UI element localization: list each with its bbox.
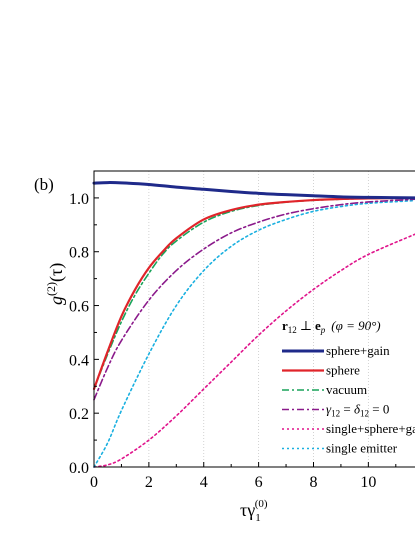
series-line-single-emitter [93, 199, 415, 468]
y-tick-label: 0.6 [69, 299, 89, 316]
legend: r12 ⊥ ep (φ = 90°) sphere+gain sphere vacuum γ… [282, 318, 415, 456]
x-tick-label: 8 [309, 474, 317, 491]
legend-label: γ12 = δ12 = 0 [326, 402, 389, 419]
series-line-vacuum [93, 197, 415, 390]
grid [148, 171, 369, 467]
series-line-sphere [92, 196, 415, 391]
x-tick-label: 2 [145, 474, 153, 491]
legend-label: sphere [326, 363, 360, 378]
x-tick-label: 10 [360, 474, 376, 491]
series-line-single-sphere-gain [93, 233, 415, 468]
legend-label: single+sphere+gain [326, 421, 415, 436]
series-lines [92, 181, 415, 468]
panel-label: (b) [34, 175, 54, 194]
y-tick-label: 0.2 [69, 406, 89, 423]
legend-label: single emitter [326, 441, 398, 456]
legend-label: vacuum [326, 382, 367, 397]
x-axis-label: τγ1(0) [240, 498, 268, 524]
plot-frame [93, 170, 415, 468]
x-tick-label: 4 [200, 474, 208, 491]
axes: 0 2 4 6 8 10 0.0 0.2 0.4 0.6 0.8 1.0 [69, 191, 397, 491]
series-line-sphere-gain [92, 181, 415, 200]
legend-label: sphere+gain [326, 343, 390, 358]
y-tick-label: 0.0 [69, 460, 89, 477]
y-tick-label: 0.8 [69, 245, 89, 262]
x-tick-label: 0 [90, 474, 98, 491]
y-tick-label: 1.0 [69, 191, 89, 208]
y-axis-label: g(2)(τ) [44, 263, 67, 305]
legend-header: r12 ⊥ ep (φ = 90°) [282, 318, 381, 335]
y-tick-label: 0.4 [69, 352, 89, 369]
series-line--12-12-0 [93, 198, 415, 401]
x-tick-label: 6 [255, 474, 263, 491]
legend-items: sphere+gain sphere vacuum γ12 = δ12 = 0 sing… [282, 343, 415, 456]
